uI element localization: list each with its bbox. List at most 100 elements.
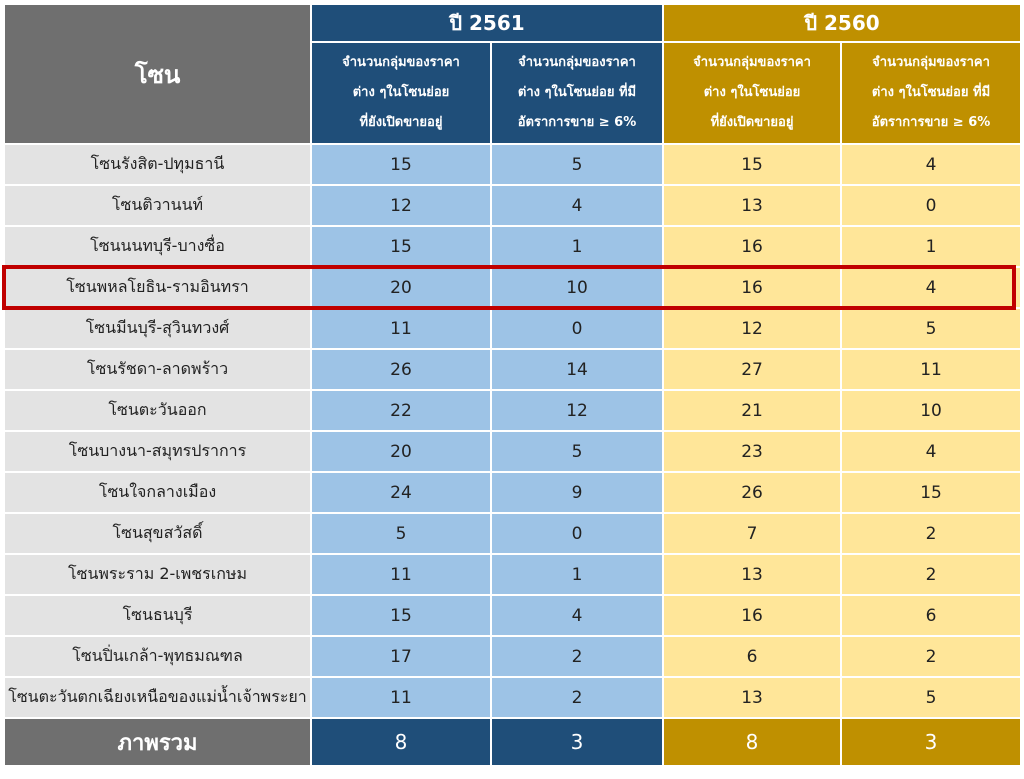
table-row: โซนพระราม 2-เพชรเกษม 11 1 13 2 — [3, 553, 1023, 596]
value-2560-rate: 2 — [840, 512, 1023, 555]
value-2561-rate: 5 — [489, 430, 665, 473]
table-row: โซนรังสิต-ปทุมธานี 15 5 15 4 — [3, 143, 1023, 186]
subheader-line: จำนวนกลุ่มของราคา — [518, 55, 636, 70]
value-2560-open: 23 — [662, 430, 843, 473]
zone-column-header: โซน — [3, 3, 312, 145]
value-2560-rate: 6 — [840, 594, 1023, 637]
value-2560-rate: 4 — [840, 266, 1023, 309]
zone-name-cell: โซนพหลโยธิน-รามอินทรา — [3, 266, 312, 309]
table-body: โซนรังสิต-ปทุมธานี 15 5 15 4 โซนติวานนท์… — [3, 143, 1023, 767]
value-2561-rate: 4 — [489, 184, 665, 227]
value-2560-rate: 1 — [840, 225, 1023, 268]
subheader-line: ต่าง ๆในโซนย่อย — [352, 85, 450, 100]
zone-name-cell: โซนบางนา-สมุทรปราการ — [3, 430, 312, 473]
value-2560-rate: 2 — [840, 553, 1023, 596]
value-2561-rate: 14 — [489, 348, 665, 391]
value-2561-open: 12 — [310, 184, 492, 227]
total-2561-open: 8 — [310, 717, 492, 767]
zone-name-cell: โซนรังสิต-ปทุมธานี — [3, 143, 312, 186]
value-2561-rate: 5 — [489, 143, 665, 186]
total-2560-rate: 3 — [840, 717, 1023, 767]
value-2560-open: 27 — [662, 348, 843, 391]
subheader-2561-open: จำนวนกลุ่มของราคา ต่าง ๆในโซนย่อย ที่ยัง… — [310, 41, 492, 145]
value-2560-open: 15 — [662, 143, 843, 186]
value-2561-rate: 0 — [489, 512, 665, 555]
value-2561-open: 5 — [310, 512, 492, 555]
year-header-row: โซน ปี 2561 ปี 2560 — [3, 3, 1023, 145]
zone-name-cell: โซนตะวันตกเฉียงเหนือของแม่น้ำเจ้าพระยา — [3, 676, 312, 719]
value-2560-rate: 0 — [840, 184, 1023, 227]
zone-name-cell: โซนนนทบุรี-บางซื่อ — [3, 225, 312, 268]
value-2560-rate: 10 — [840, 389, 1023, 432]
subheader-line: ต่าง ๆในโซนย่อย ที่มี — [517, 85, 637, 100]
value-2560-rate: 5 — [840, 307, 1023, 350]
subheader-row: จำนวนกลุ่มของราคา ต่าง ๆในโซนย่อย ที่ยัง… — [4, 41, 1023, 145]
zone-name-cell: โซนธนบุรี — [3, 594, 312, 637]
table-row: โซนรัชดา-ลาดพร้าว 26 14 27 11 — [3, 348, 1023, 391]
value-2561-open: 11 — [310, 307, 492, 350]
value-2561-open: 15 — [310, 143, 492, 186]
value-2560-open: 21 — [662, 389, 843, 432]
value-2560-open: 13 — [662, 553, 843, 596]
value-2560-rate: 2 — [840, 635, 1023, 678]
value-2561-rate: 1 — [489, 225, 665, 268]
table-row: โซนบางนา-สมุทรปราการ 20 5 23 4 — [3, 430, 1023, 473]
value-2561-rate: 2 — [489, 676, 665, 719]
zone-name-cell: โซนพระราม 2-เพชรเกษม — [3, 553, 312, 596]
table-row: โซนใจกลางเมือง 24 9 26 15 — [3, 471, 1023, 514]
table-row: โซนสุขสวัสดิ์ 5 0 7 2 — [3, 512, 1023, 555]
value-2561-open: 11 — [310, 553, 492, 596]
zone-table: โซน ปี 2561 ปี 2560 จำนวนกลุ่มของราคา ต่… — [3, 3, 1023, 767]
value-2561-open: 20 — [310, 266, 492, 309]
zone-name-cell: โซนติวานนท์ — [3, 184, 312, 227]
value-2561-rate: 10 — [489, 266, 665, 309]
value-2561-rate: 1 — [489, 553, 665, 596]
zone-name-cell: โซนสุขสวัสดิ์ — [3, 512, 312, 555]
zone-name-cell: โซนตะวันออก — [3, 389, 312, 432]
total-label: ภาพรวม — [3, 717, 312, 767]
table-row: โซนธนบุรี 15 4 16 6 — [3, 594, 1023, 637]
value-2560-open: 12 — [662, 307, 843, 350]
subheader-line: จำนวนกลุ่มของราคา — [342, 55, 460, 70]
subheader-line: ต่าง ๆในโซนย่อย — [703, 85, 801, 100]
subheader-line: จำนวนกลุ่มของราคา — [693, 55, 811, 70]
table-row: โซนตะวันตกเฉียงเหนือของแม่น้ำเจ้าพระยา 1… — [3, 676, 1023, 719]
subheader-line: ต่าง ๆในโซนย่อย ที่มี — [871, 85, 991, 100]
subheader-2560-rate: จำนวนกลุ่มของราคา ต่าง ๆในโซนย่อย ที่มี … — [840, 41, 1023, 145]
value-2561-open: 15 — [310, 225, 492, 268]
value-2561-rate: 9 — [489, 471, 665, 514]
subheader-line: อัตราการขาย ≥ 6% — [517, 115, 637, 130]
value-2561-rate: 0 — [489, 307, 665, 350]
value-2560-rate: 4 — [840, 430, 1023, 473]
value-2560-rate: 5 — [840, 676, 1023, 719]
zone-name-cell: โซนใจกลางเมือง — [3, 471, 312, 514]
subheader-line: อัตราการขาย ≥ 6% — [871, 115, 991, 130]
subheader-2560-open: จำนวนกลุ่มของราคา ต่าง ๆในโซนย่อย ที่ยัง… — [662, 41, 843, 145]
year-2561-header: ปี 2561 — [309, 3, 665, 43]
total-row: ภาพรวม 8 3 8 3 — [3, 717, 1023, 767]
total-2560-open: 8 — [662, 717, 843, 767]
value-2561-rate: 12 — [489, 389, 665, 432]
table-row-highlighted: โซนพหลโยธิน-รามอินทรา 20 10 16 4 — [3, 266, 1023, 309]
value-2561-rate: 2 — [489, 635, 665, 678]
subheader-line: ที่ยังเปิดขายอยู่ — [359, 115, 443, 130]
zone-name-cell: โซนปิ่นเกล้า-พุทธมณฑล — [3, 635, 312, 678]
value-2560-open: 7 — [662, 512, 843, 555]
value-2560-open: 6 — [662, 635, 843, 678]
value-2560-open: 16 — [662, 266, 843, 309]
value-2561-rate: 4 — [489, 594, 665, 637]
total-2561-rate: 3 — [489, 717, 665, 767]
value-2561-open: 17 — [310, 635, 492, 678]
subheader-line: ที่ยังเปิดขายอยู่ — [710, 115, 794, 130]
subheader-2561-rate: จำนวนกลุ่มของราคา ต่าง ๆในโซนย่อย ที่มี … — [489, 41, 665, 145]
value-2560-open: 16 — [662, 594, 843, 637]
value-2560-rate: 15 — [840, 471, 1023, 514]
value-2560-open: 16 — [662, 225, 843, 268]
value-2561-open: 26 — [310, 348, 492, 391]
value-2560-rate: 4 — [840, 143, 1023, 186]
table-row: โซนปิ่นเกล้า-พุทธมณฑล 17 2 6 2 — [3, 635, 1023, 678]
value-2560-open: 26 — [662, 471, 843, 514]
zone-name-cell: โซนรัชดา-ลาดพร้าว — [3, 348, 312, 391]
zone-name-cell: โซนมีนบุรี-สุวินทวงศ์ — [3, 307, 312, 350]
value-2561-open: 22 — [310, 389, 492, 432]
